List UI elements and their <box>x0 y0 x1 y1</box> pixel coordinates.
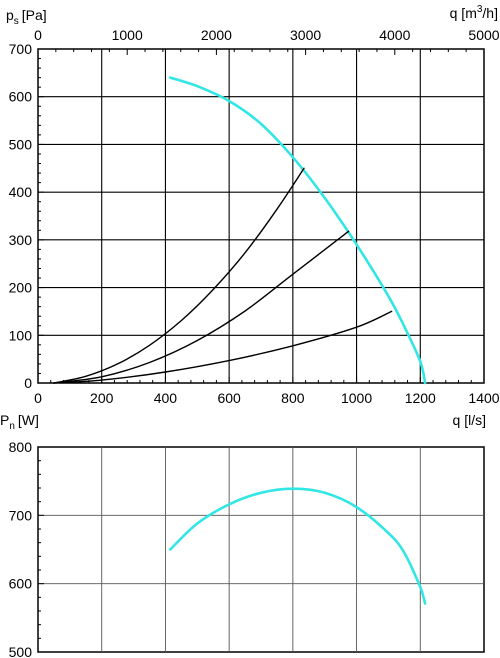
pressure-y-tick-label: 100 <box>9 327 33 343</box>
power-y-tick-labels: 500 600 700 800 <box>9 439 33 658</box>
pressure-x2-tick-labels: 0 1000 2000 3000 4000 5000 <box>34 27 500 43</box>
power-y-tick-label: 800 <box>9 439 33 455</box>
pressure-x-tick-label: 1400 <box>468 390 499 406</box>
pressure-x2-tick-label: 5000 <box>468 27 499 43</box>
pressure-y-tick-label: 300 <box>9 232 33 248</box>
pressure-y-tick-label: 200 <box>9 280 33 296</box>
pressure-x-tick-label: 1000 <box>341 390 372 406</box>
system-resistance-curve-1 <box>53 167 305 384</box>
pressure-x-tick-label: 200 <box>90 390 114 406</box>
pressure-y-tick-label: 500 <box>9 136 33 152</box>
pressure-x2-tick-label: 2000 <box>201 27 232 43</box>
pressure-x2-tick-label: 4000 <box>379 27 410 43</box>
pressure-series <box>53 76 427 385</box>
pressure-y-tick-labels: 0 100 200 300 400 500 600 700 <box>9 41 33 391</box>
power-y-tick-label: 500 <box>9 644 33 658</box>
pressure-x-tick-label: 600 <box>217 390 241 406</box>
power-chart: 500 600 700 800 Pn [W] <box>0 412 485 658</box>
pressure-plot-frame <box>37 48 485 384</box>
flow-m3h-axis-label: q [m3/h] <box>450 4 498 21</box>
pressure-x2-tick-label: 0 <box>34 27 42 43</box>
pressure-x-tick-labels: 0 200 400 600 800 1000 1200 1400 <box>34 390 500 406</box>
pressure-y-tick-label: 0 <box>24 375 32 391</box>
pressure-y-tick-label: 700 <box>9 41 33 57</box>
system-resistance-curve-3 <box>53 310 393 384</box>
pressure-x2-tick-label: 3000 <box>290 27 321 43</box>
power-y-tick-label: 600 <box>9 576 33 592</box>
power-plot-frame <box>37 446 485 653</box>
pressure-x2-tick-label: 1000 <box>112 27 143 43</box>
power-y-tick-label: 700 <box>9 507 33 523</box>
pressure-y-axis-label: ps [Pa] <box>6 7 47 27</box>
fan-pressure-curve <box>168 76 427 385</box>
pressure-x-tick-label: 1200 <box>405 390 436 406</box>
power-grid <box>38 446 484 653</box>
pressure-y-tick-label: 600 <box>9 89 33 105</box>
pressure-x-tick-label: 0 <box>34 390 42 406</box>
pressure-x-tick-label: 400 <box>154 390 178 406</box>
system-resistance-curve-2 <box>53 230 350 384</box>
pressure-grid <box>38 49 484 383</box>
power-y-axis-label: Pn [W] <box>0 412 39 432</box>
pressure-chart: 0 200 400 600 800 1000 1200 1400 0 1000 2000 3000 4… <box>6 4 500 428</box>
pressure-minor-ticks <box>37 48 485 384</box>
power-series <box>168 487 427 605</box>
flow-ls-axis-label: q [l/s] <box>453 412 486 428</box>
fan-power-curve <box>168 487 427 605</box>
pressure-y-tick-label: 400 <box>9 184 33 200</box>
pressure-x-tick-label: 800 <box>281 390 305 406</box>
